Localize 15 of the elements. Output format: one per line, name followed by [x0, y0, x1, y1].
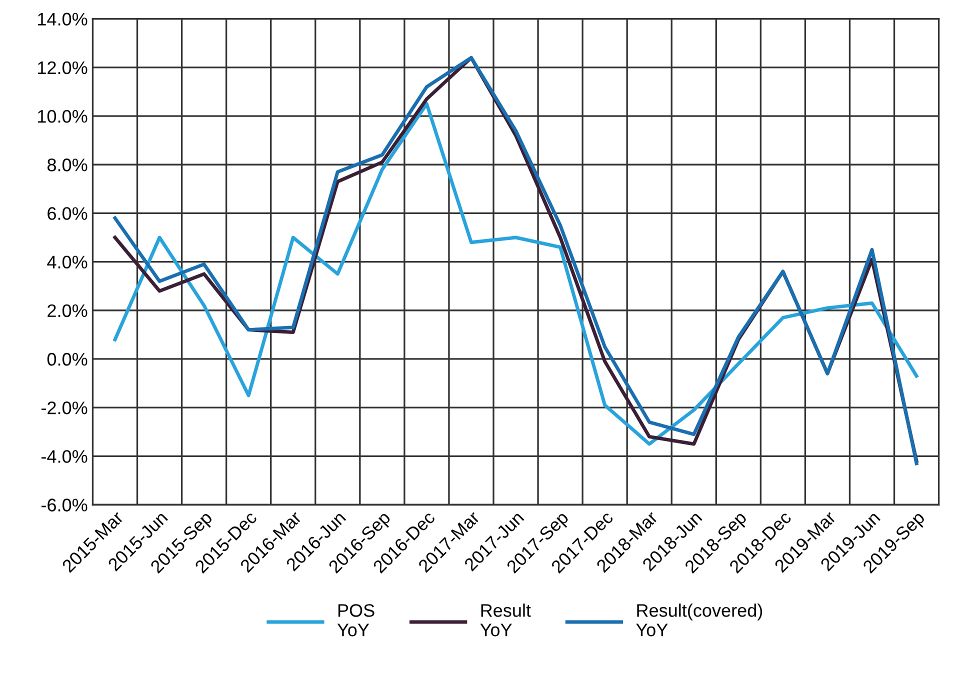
legend-label: Result(covered) YoY	[636, 604, 762, 636]
y-tick-label: 4.0%	[47, 256, 88, 269]
legend-label: POS YoY	[337, 604, 374, 636]
line-series	[113, 102, 918, 446]
y-tick-label: 6.0%	[48, 207, 88, 220]
y-tick-label: -4.0%	[42, 450, 88, 463]
y-tick-label: -2.0%	[42, 402, 88, 414]
y-tick-label: 12.0%	[38, 61, 88, 74]
y-tick-label: -6.0%	[42, 498, 88, 512]
y-tick-label: 0.0%	[47, 352, 88, 366]
y-tick-label: 8.0%	[48, 158, 88, 172]
y-tick-label: 10.0%	[38, 110, 88, 123]
y-tick-label: 2.0%	[48, 304, 88, 318]
legend-label: Result YoY	[480, 604, 531, 636]
y-tick-label: 14.0%	[38, 12, 88, 26]
